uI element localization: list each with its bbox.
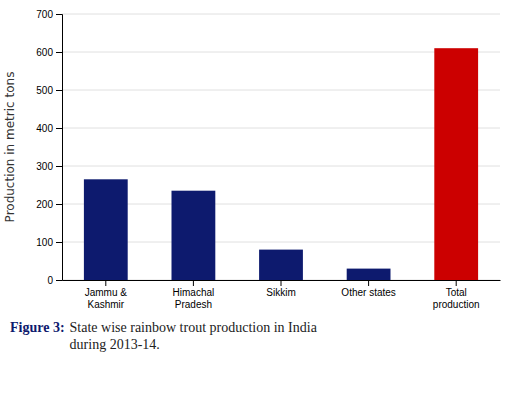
y-tick: 0 [47, 275, 62, 286]
y-tick: 100 [36, 237, 62, 248]
x-tick-mark [368, 280, 369, 286]
y-tick-label: 0 [47, 275, 53, 286]
y-tick-mark [56, 204, 62, 205]
y-tick-label: 500 [36, 85, 53, 96]
x-tick-label: Jammu &Kashmir [85, 287, 128, 310]
x-tick: Totalproduction [433, 280, 480, 310]
y-tick: 600 [36, 47, 62, 58]
x-tick: Jammu &Kashmir [85, 280, 128, 310]
y-axis-title: Production in metric tons [3, 72, 17, 223]
bars [84, 48, 478, 280]
grid [62, 14, 500, 280]
x-tick-label: Sikkim [266, 287, 295, 298]
x-tick-label-line: Kashmir [87, 299, 124, 310]
y-axis: 0 100 200 300 400 500 600 700 [36, 9, 62, 286]
y-tick-label: 400 [36, 123, 53, 134]
y-tick-mark [56, 14, 62, 15]
y-tick-mark [56, 90, 62, 91]
y-axis-line [56, 15, 63, 281]
bar [434, 48, 478, 280]
y-tick-mark [56, 52, 62, 53]
y-tick: 500 [36, 85, 62, 96]
caption-label: Figure 3: [10, 320, 65, 335]
x-tick-label: HimachalPradesh [173, 287, 215, 310]
y-tick-label: 100 [36, 237, 53, 248]
chart-container: 0 100 200 300 400 500 600 700 Jammu &Kashmir Hima… [0, 0, 516, 398]
caption-line: State wise rainbow trout production in I… [70, 320, 318, 335]
y-tick-label: 700 [36, 9, 53, 20]
y-tick: 700 [36, 9, 62, 20]
x-axis: Jammu &Kashmir HimachalPradesh Sikkim Other… [63, 280, 501, 310]
x-tick-label-line: Jammu & [85, 287, 128, 298]
x-tick-mark [281, 280, 282, 286]
plot: 0 100 200 300 400 500 600 700 Jammu &Kashmir Hima… [3, 9, 501, 310]
y-tick-label: 200 [36, 199, 53, 210]
grid-line [62, 14, 500, 15]
x-tick: HimachalPradesh [173, 280, 215, 310]
x-tick-label-line: Other states [341, 287, 395, 298]
x-tick-label: Totalproduction [433, 287, 480, 310]
x-tick-label-line: production [433, 299, 480, 310]
chart: 0 100 200 300 400 500 600 700 Jammu &Kashmir Hima… [0, 0, 516, 398]
bar [84, 179, 128, 280]
x-tick-mark [456, 280, 457, 286]
x-tick-label-line: Pradesh [175, 299, 212, 310]
caption: Figure 3: State wise rainbow trout produc… [10, 320, 318, 352]
x-tick-label-line: Sikkim [266, 287, 295, 298]
y-tick-mark [56, 280, 62, 281]
y-tick-mark [56, 242, 62, 243]
x-tick: Sikkim [266, 280, 295, 298]
y-tick: 300 [36, 161, 62, 172]
caption-line: during 2013-14. [70, 337, 160, 352]
x-tick-label-line: Total [446, 287, 467, 298]
y-tick-label: 300 [36, 161, 53, 172]
x-tick: Other states [341, 280, 395, 298]
y-tick-mark [56, 128, 62, 129]
x-tick-label: Other states [341, 287, 395, 298]
y-tick-label: 600 [36, 47, 53, 58]
bar [172, 191, 216, 280]
bar [347, 269, 391, 280]
x-tick-mark [193, 280, 194, 286]
x-tick-mark [105, 280, 106, 286]
bar [259, 250, 303, 280]
y-tick: 400 [36, 123, 62, 134]
caption-text: State wise rainbow trout production in I… [70, 320, 318, 352]
y-tick-mark [56, 166, 62, 167]
y-tick: 200 [36, 199, 62, 210]
x-tick-label-line: Himachal [173, 287, 215, 298]
